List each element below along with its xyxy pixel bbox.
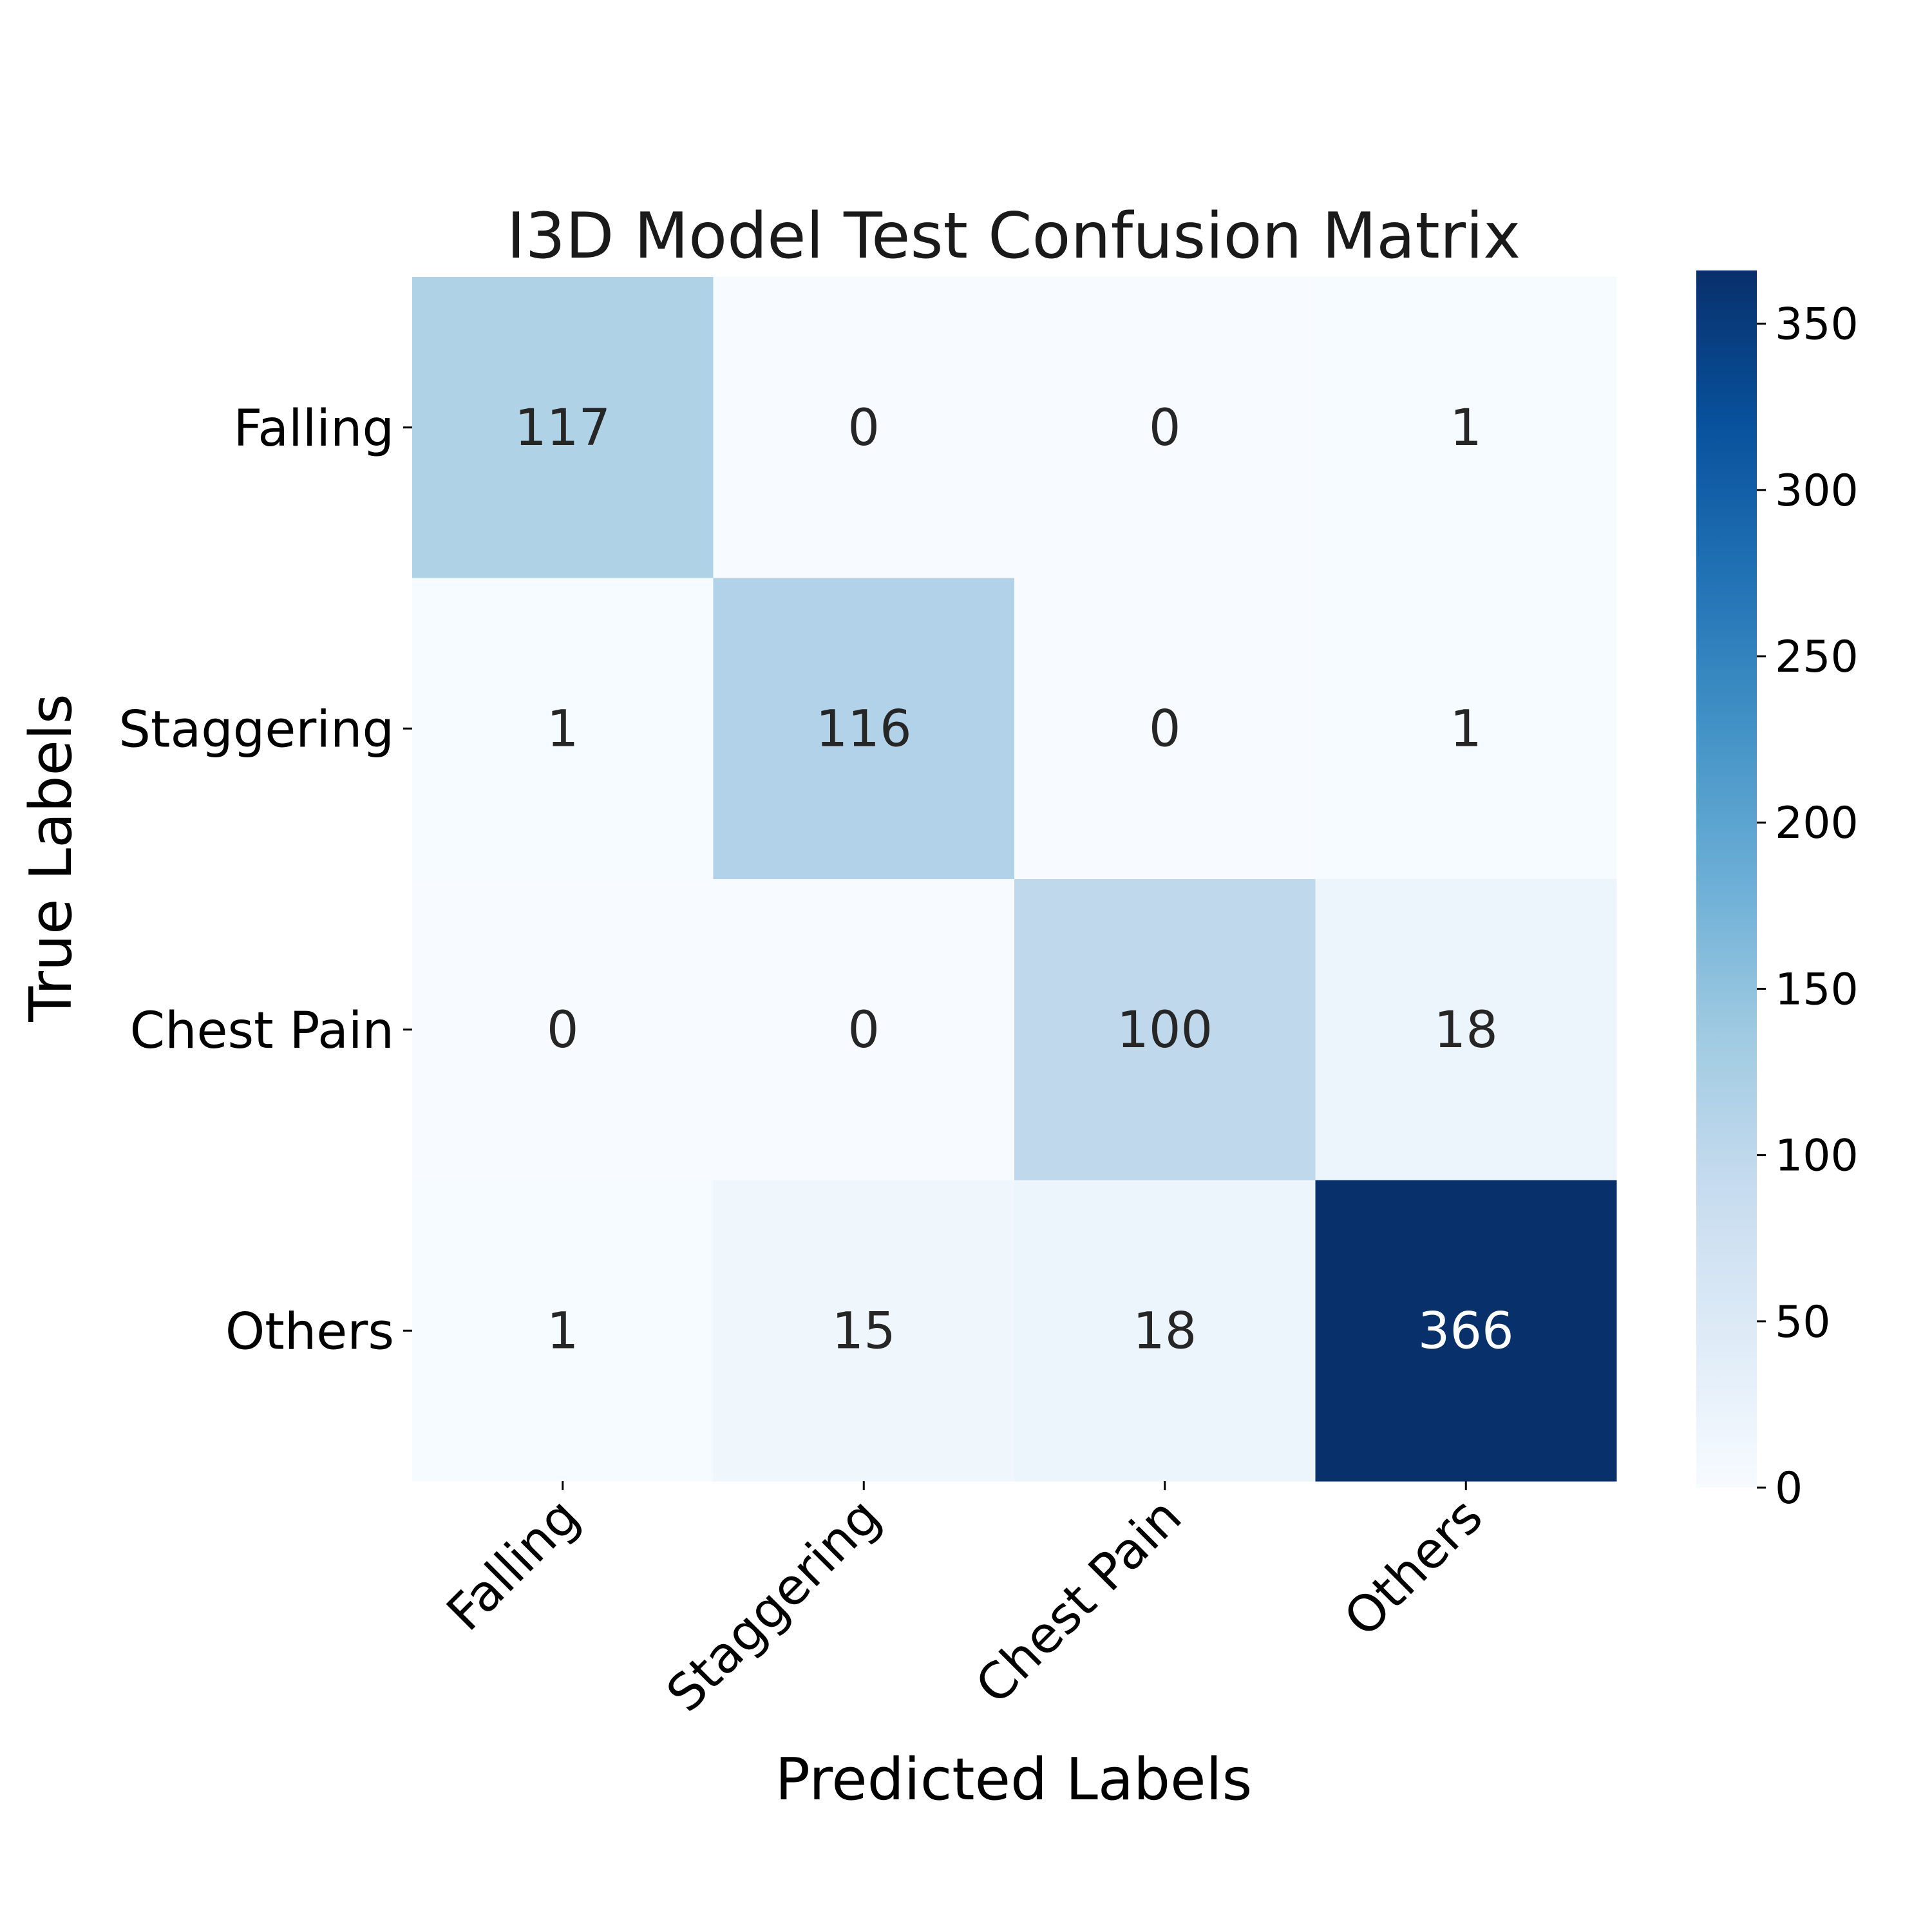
- heatmap-cell: [713, 578, 1015, 880]
- x-tick-label: Chest Pain: [965, 1488, 1193, 1716]
- y-axis-label: True Labels: [17, 694, 85, 1022]
- heatmap-cell: [713, 879, 1015, 1180]
- x-tick-label: Others: [1334, 1488, 1494, 1648]
- y-tick-label: Staggering: [118, 701, 394, 759]
- heatmap-cell: [1014, 879, 1316, 1180]
- y-tick-label: Others: [225, 1303, 394, 1361]
- cell-value-label: 117: [515, 399, 611, 457]
- cell-value-label: 18: [1133, 1302, 1197, 1360]
- cell-value-label: 1: [547, 700, 579, 758]
- cell-value-label: 0: [848, 1001, 880, 1059]
- heatmap-cell: [412, 1180, 714, 1482]
- x-axis-label: Predicted Labels: [775, 1746, 1253, 1814]
- x-tick-label: Falling: [436, 1488, 591, 1642]
- colorbar-tick-label: 200: [1775, 798, 1859, 849]
- cell-value-label: 1: [1450, 399, 1482, 457]
- x-axis-ticks: Falling Staggering Chest Pain Others: [436, 1481, 1494, 1723]
- colorbar: 0 50 100 150 200 250 300 350: [1696, 270, 1859, 1514]
- heatmap-cell: [1315, 1180, 1617, 1482]
- cell-value-label: 1: [547, 1302, 579, 1360]
- colorbar-tick-label: 300: [1775, 466, 1859, 516]
- cell-value-label: 0: [1149, 399, 1181, 457]
- heatmap-cell: [1014, 277, 1316, 578]
- colorbar-tick-label: 100: [1775, 1131, 1859, 1182]
- heatmap-cell: [1014, 578, 1316, 880]
- cell-value-label: 1: [1450, 700, 1482, 758]
- cell-value-label: 15: [832, 1302, 896, 1360]
- x-tick-label: Staggering: [656, 1488, 892, 1723]
- y-axis-ticks: Falling Staggering Chest Pain Others: [118, 400, 412, 1361]
- colorbar-tick-label: 250: [1775, 632, 1859, 683]
- cell-value-label: 116: [816, 700, 912, 758]
- heatmap-cell: [412, 277, 714, 578]
- heatmap-cell: [1315, 277, 1617, 578]
- heatmap-cell: [412, 578, 714, 880]
- colorbar-gradient: [1696, 270, 1757, 1488]
- y-tick-label: Falling: [234, 400, 394, 458]
- colorbar-tick-label: 150: [1775, 964, 1859, 1015]
- heatmap-cells: 117 0 0 11 116 0 10 0 100 181 15 18 366: [412, 277, 1617, 1482]
- heatmap-cell: [1315, 578, 1617, 880]
- cell-value-label: 366: [1418, 1302, 1514, 1360]
- y-tick-label: Chest Pain: [130, 1002, 394, 1060]
- heatmap-cell: [1014, 1180, 1316, 1482]
- cell-value-label: 0: [547, 1001, 579, 1059]
- cell-value-label: 18: [1434, 1001, 1498, 1059]
- heatmap-cell: [412, 879, 714, 1180]
- colorbar-tick-label: 0: [1775, 1463, 1803, 1514]
- colorbar-tick-label: 50: [1775, 1297, 1831, 1348]
- cell-value-label: 0: [848, 399, 880, 457]
- cell-value-label: 0: [1149, 700, 1181, 758]
- cell-value-label: 100: [1117, 1001, 1213, 1059]
- heatmap-cell: [713, 277, 1015, 578]
- heatmap-cell: [1315, 879, 1617, 1180]
- chart-title: I3D Model Test Confusion Matrix: [507, 200, 1521, 273]
- heatmap-cell: [713, 1180, 1015, 1482]
- colorbar-tick-label: 350: [1775, 299, 1859, 350]
